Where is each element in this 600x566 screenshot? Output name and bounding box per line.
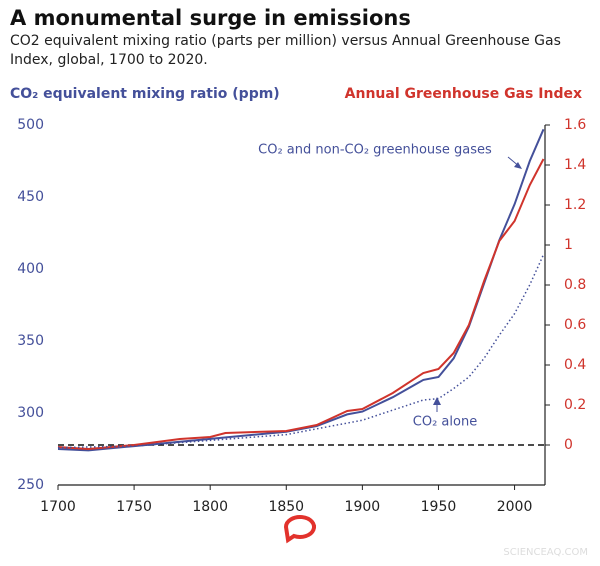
y2-tick-label: 0.8 [564,277,586,293]
arrow-head [433,397,441,405]
y-tick-label: 400 [17,261,44,277]
y2-tick-label: 0 [564,437,573,453]
y2-tick-label: 0.4 [564,357,586,373]
x-tick-label: 1700 [40,499,76,515]
annotation: CO₂ and non-CO₂ greenhouse gases [258,143,492,158]
series-line [57,254,545,449]
y-tick-label: 300 [17,405,44,421]
subtitle-box: CO2 equivalent mixing ratio (parts per m… [10,33,561,68]
y2-tick-label: 1.4 [564,157,586,173]
watermark: SCIENCEAQ.COM [503,547,588,558]
series-line [57,158,545,451]
y2-tick-label: 1.2 [564,197,586,213]
y-tick-label: 250 [17,477,44,493]
x-tick-label: 2000 [497,499,533,515]
y2-tick-label: 0.2 [564,397,586,413]
y2-axis-label: Annual Greenhouse Gas Index [345,86,582,102]
y-tick-label: 450 [17,189,44,205]
annotation: CO₂ alone [413,415,477,430]
chart-subtitle: CO2 equivalent mixing ratio (parts per m… [10,33,561,68]
y-tick-label: 500 [17,117,44,133]
y2-tick-label: 0.6 [564,317,586,333]
chart-title: A monumental surge in emissions [10,6,411,30]
y-tick-label: 350 [17,333,44,349]
x-tick-label: 1850 [268,499,304,515]
y2-tick-label: 1.6 [564,117,586,133]
x-tick-label: 1950 [421,499,457,515]
y-axis-label: CO₂ equivalent mixing ratio (ppm) [10,86,280,102]
x-tick-label: 1800 [192,499,228,515]
logo [283,514,316,544]
series-line [57,128,545,452]
x-tick-label: 1900 [345,499,381,515]
x-tick-label: 1750 [116,499,152,515]
y2-tick-label: 1 [564,237,573,253]
arrow-head [514,162,522,169]
